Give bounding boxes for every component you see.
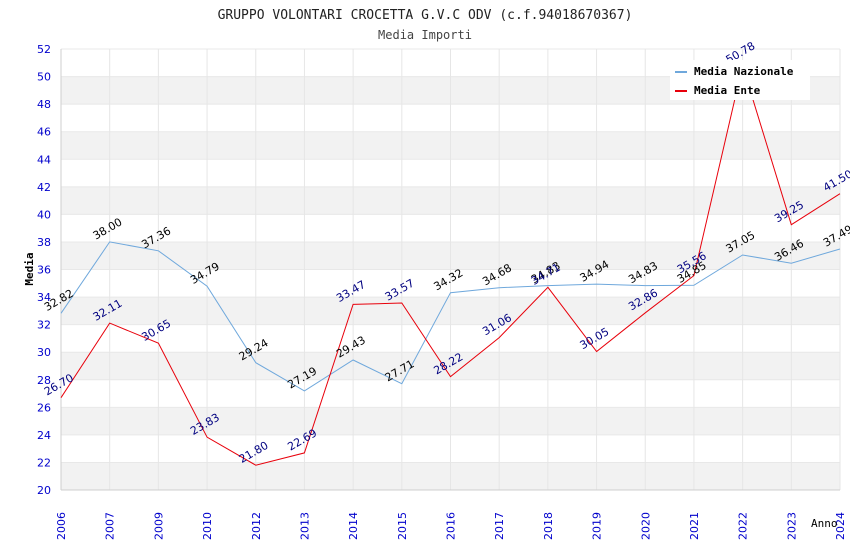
y-tick-label: 36	[37, 264, 51, 277]
y-tick-label: 28	[37, 374, 51, 387]
x-tick-label: 2024	[834, 512, 847, 540]
y-tick-label: 44	[37, 153, 51, 166]
y-tick-labels: 20 22 24 26 28 30 32 34 36 38 40 42 44 46 48 50 52	[37, 43, 51, 497]
x-tick-label: 2020	[639, 512, 652, 540]
chart-title: GRUPPO VOLONTARI CROCETTA G.V.C ODV (c.f…	[218, 8, 633, 23]
y-tick-label: 26	[37, 401, 51, 414]
y-tick-label: 38	[37, 236, 51, 249]
chart-subtitle: Media Importi	[378, 28, 472, 42]
series-lines	[60, 63, 841, 466]
x-tick-label: 2019	[591, 512, 604, 540]
y-tick-label: 46	[37, 126, 51, 139]
axes	[60, 49, 840, 491]
x-tick-label: 2023	[785, 512, 798, 540]
y-tick-label: 24	[37, 429, 51, 442]
y-tick-label: 50	[37, 71, 51, 84]
y-tick-label: 30	[37, 346, 51, 359]
y-axis-label: Media	[23, 252, 36, 285]
y-tick-label: 22	[37, 456, 51, 469]
data-label: 38.00	[91, 215, 125, 242]
x-tick-label: 2021	[688, 512, 701, 540]
y-tick-label: 34	[37, 291, 51, 304]
legend: Media Nazionale Media Ente	[670, 60, 810, 100]
y-tick-label: 42	[37, 181, 51, 194]
x-tick-label: 2013	[298, 512, 311, 540]
y-tick-label: 20	[37, 484, 51, 497]
x-tick-label: 2012	[250, 512, 263, 540]
x-tick-label: 2010	[201, 512, 214, 540]
y-tick-label: 40	[37, 208, 51, 221]
legend-box	[670, 60, 810, 100]
x-tick-label: 2009	[152, 512, 165, 540]
x-tick-label: 2016	[445, 512, 458, 540]
data-label: 21.80	[237, 439, 271, 466]
y-tick-label: 48	[37, 98, 51, 111]
series-line-1	[60, 241, 841, 392]
x-tick-label: 2015	[396, 512, 409, 540]
x-tick-label: 2017	[493, 512, 506, 540]
x-tick-label: 2022	[737, 512, 750, 540]
x-tick-label: 2014	[347, 512, 360, 540]
data-label: 34.32	[432, 266, 466, 293]
legend-label: Media Ente	[694, 84, 761, 97]
x-tick-label: 2018	[542, 512, 555, 540]
x-tick-label: 2006	[55, 512, 68, 540]
legend-label: Media Nazionale	[694, 65, 794, 78]
series-line-2	[60, 63, 841, 466]
x-tick-label: 2007	[104, 512, 117, 540]
x-axis-label: Anno	[811, 517, 838, 530]
y-tick-label: 52	[37, 43, 51, 56]
y-tick-label: 32	[37, 319, 51, 332]
x-tick-labels: 2006 2007 2009 2010 2012 2013 2014 2015 2016 2017…	[55, 512, 847, 540]
